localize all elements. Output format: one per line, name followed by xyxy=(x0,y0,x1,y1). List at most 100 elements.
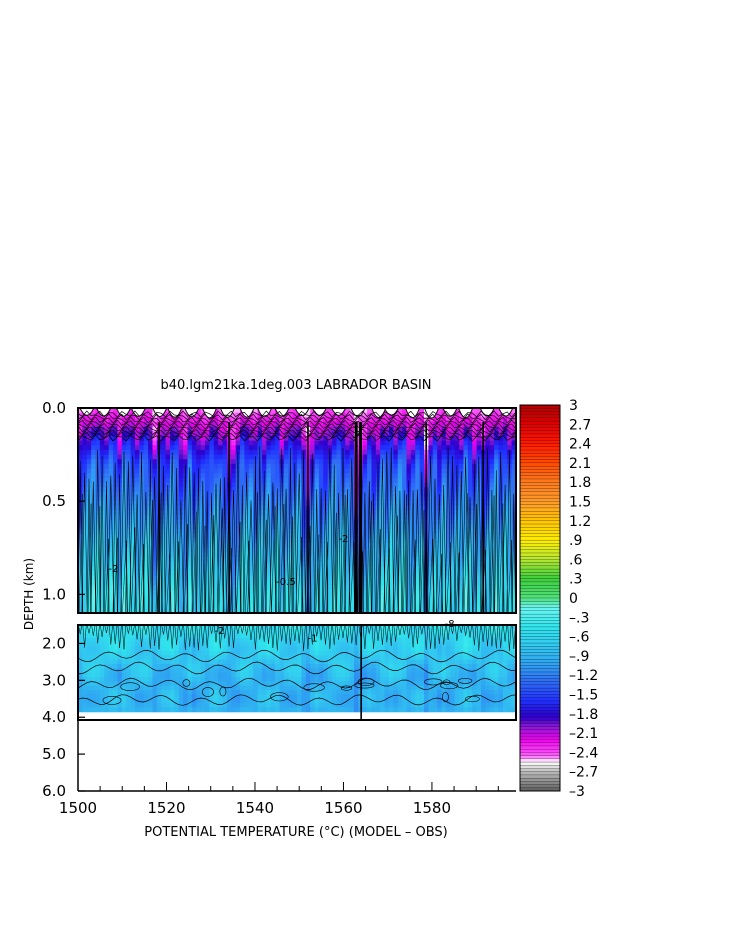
colorbar-label: .9 xyxy=(569,533,582,549)
colorbar-segment xyxy=(519,549,561,554)
x-tick-label: 1500 xyxy=(59,799,97,817)
contour-labels: -2 -2 -1 -2 -8 -0.5 xyxy=(108,534,454,644)
colorbar-segment xyxy=(519,478,561,483)
x-tick-label: 1580 xyxy=(413,799,451,817)
colorbar-segment xyxy=(519,716,561,721)
lower-y-tick-label: 2.0 xyxy=(42,634,66,652)
colorbar-segment xyxy=(519,498,561,502)
colorbar-frame xyxy=(519,404,561,792)
colorbar-segment xyxy=(519,530,561,535)
colorbar-label: 1.5 xyxy=(569,495,591,511)
colorbar-segment xyxy=(519,504,561,509)
colorbar-segment xyxy=(519,456,561,461)
colorbar-segment xyxy=(519,626,561,631)
colorbar-label: .6 xyxy=(569,552,582,568)
colorbar-segment xyxy=(519,462,561,467)
colorbar-segment xyxy=(519,427,561,432)
colorbar-segment xyxy=(519,694,561,699)
colorbar-segment xyxy=(519,675,561,679)
colorbar-segment xyxy=(519,446,561,451)
colorbar-segment xyxy=(519,784,561,789)
colorbar-label: –1.5 xyxy=(569,688,598,704)
colorbar-segment xyxy=(519,742,561,747)
colorbar-segment xyxy=(519,437,561,441)
colorbar-segment xyxy=(519,687,561,692)
colorbar-segment xyxy=(519,771,561,776)
colorbar-segment xyxy=(519,408,561,412)
colorbar-segment xyxy=(519,578,561,583)
colorbar-segment xyxy=(519,665,561,670)
colorbar-segment xyxy=(519,594,561,599)
colorbar-label: 1.8 xyxy=(569,475,591,491)
colorbar-segment xyxy=(519,623,561,628)
colorbar-label: –.6 xyxy=(569,630,589,646)
colorbar-segment xyxy=(519,633,561,638)
upper-y-axis: 0.0 0.5 1.0 xyxy=(42,399,85,603)
colorbar-segment xyxy=(519,469,561,473)
colorbar-segment xyxy=(519,411,561,416)
colorbar-segment xyxy=(519,732,561,737)
colorbar-label: –1.2 xyxy=(569,668,598,684)
colorbar-segment xyxy=(519,774,561,779)
chart-title: b40.lgm21ka.1deg.003 LABRADOR BASIN xyxy=(160,378,431,393)
colorbar-segment xyxy=(519,662,561,666)
upper-panel-frame xyxy=(77,407,517,614)
colorbar-segment xyxy=(519,745,561,750)
colorbar-segment xyxy=(519,755,561,760)
colorbar-segment xyxy=(519,671,561,676)
colorbar-segment xyxy=(519,581,561,586)
colorbar-segment xyxy=(519,440,561,445)
colorbar-segment xyxy=(519,507,561,512)
colorbar-segment xyxy=(519,459,561,464)
colorbar-segment xyxy=(519,491,561,496)
colorbar-segment xyxy=(519,514,561,519)
colorbar xyxy=(519,404,561,792)
colorbar-segment xyxy=(519,559,561,564)
colorbar-segment xyxy=(519,556,561,560)
upper-y-tick-label: 1.0 xyxy=(42,585,66,603)
colorbar-segment xyxy=(519,465,561,470)
colorbar-segment xyxy=(519,520,561,525)
contour-label: -8 xyxy=(445,619,455,630)
y-axis-label: DEPTH (km) xyxy=(22,558,36,630)
colorbar-segment xyxy=(519,778,561,782)
colorbar-segment xyxy=(519,639,561,644)
colorbar-segment xyxy=(519,630,561,634)
colorbar-segment xyxy=(519,713,561,718)
colorbar-segment xyxy=(519,710,561,715)
colorbar-label: 2.4 xyxy=(569,437,591,453)
colorbar-label: –2.1 xyxy=(569,726,598,742)
lower-y-tick-label: 5.0 xyxy=(42,745,66,763)
colorbar-segment xyxy=(519,430,561,435)
colorbar-segment xyxy=(519,511,561,515)
colorbar-segment xyxy=(519,739,561,744)
colorbar-segment xyxy=(519,691,561,695)
colorbar-label: –2.7 xyxy=(569,765,598,781)
colorbar-segment xyxy=(519,700,561,705)
colorbar-segment xyxy=(519,704,561,708)
colorbar-label: –.9 xyxy=(569,649,589,665)
x-tick-label: 1540 xyxy=(236,799,274,817)
colorbar-segment xyxy=(519,617,561,621)
upper-panel-contours xyxy=(78,410,516,613)
colorbar-segment xyxy=(519,552,561,557)
colorbar-segment xyxy=(519,420,561,425)
colorbar-segment xyxy=(519,562,561,567)
colorbar-segment xyxy=(519,749,561,753)
colorbar-segment xyxy=(519,565,561,570)
lower-y-tick-label: 3.0 xyxy=(42,671,66,689)
colorbar-segment xyxy=(519,613,561,618)
colorbar-segment xyxy=(519,453,561,457)
colorbar-segment xyxy=(519,604,561,609)
colorbar-segment xyxy=(519,768,561,773)
colorbar-segment xyxy=(519,655,561,660)
lower-panel-field xyxy=(78,625,516,713)
colorbar-segment xyxy=(519,720,561,724)
lower-panel-frame xyxy=(77,624,517,721)
colorbar-segment xyxy=(519,588,561,592)
upper-y-tick-label: 0.5 xyxy=(42,492,66,510)
contour-label: -2 xyxy=(338,534,348,545)
colorbar-label: –3 xyxy=(569,784,585,800)
colorbar-segment xyxy=(519,501,561,506)
